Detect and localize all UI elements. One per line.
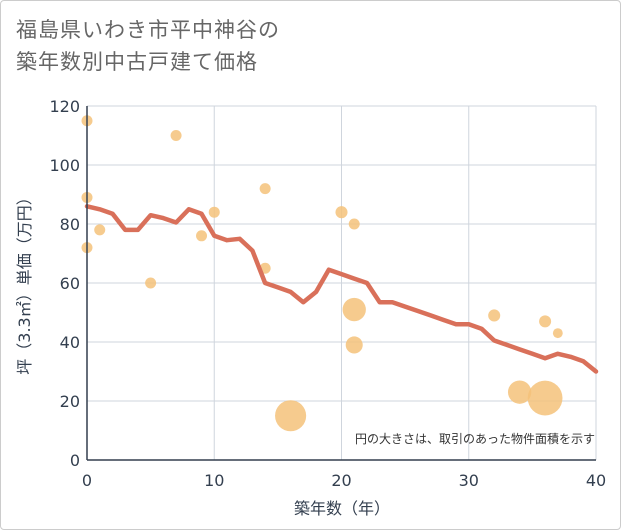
y-tick-label: 60: [60, 274, 80, 293]
bubble-size-note: 円の大きさは、取引のあった物件面積を示す: [355, 431, 595, 446]
chart-title-line-2: 築年数別中古戸建て価格: [16, 50, 258, 74]
data-bubble: [348, 218, 360, 230]
data-bubble: [196, 230, 208, 242]
data-bubble: [335, 206, 348, 219]
bubble-series: [81, 115, 563, 432]
data-bubble: [539, 315, 552, 328]
y-tick-label: 0: [70, 451, 80, 470]
data-bubble: [208, 206, 220, 218]
y-tick-label: 120: [49, 97, 80, 116]
data-bubble: [552, 328, 563, 339]
data-bubble: [527, 380, 563, 416]
y-tick-label: 40: [60, 333, 80, 352]
data-bubble: [275, 400, 307, 432]
data-bubble: [345, 336, 363, 354]
axes: 0 10 20 30 40 0 20 40 60 80 100 120: [49, 97, 606, 490]
x-axis-label: 築年数（年）: [294, 499, 390, 518]
data-bubble: [170, 130, 182, 141]
x-tick-label: 20: [331, 471, 351, 490]
gridlines: [86, 105, 597, 461]
x-tick-label: 30: [459, 471, 479, 490]
trend-line-series: [84, 204, 599, 374]
chart-title: 福島県いわき市平中神谷の 築年数別中古戸建て価格: [16, 14, 280, 78]
data-bubble: [488, 309, 501, 322]
x-tick-label: 40: [586, 471, 606, 490]
y-tick-label: 100: [49, 156, 80, 175]
y-tick-label: 20: [60, 392, 80, 411]
y-axis-label: 坪（3.3㎡）単価（万円）: [15, 189, 34, 374]
trend-line: [84, 204, 599, 374]
data-bubble: [342, 297, 366, 322]
x-tick-label: 0: [82, 471, 92, 490]
data-bubble: [507, 380, 532, 404]
chart-title-line-1: 福島県いわき市平中神谷の: [16, 18, 280, 42]
data-bubble: [259, 183, 271, 195]
x-tick-label: 10: [204, 471, 224, 490]
data-bubble: [94, 224, 106, 236]
data-bubble: [145, 277, 157, 289]
y-tick-label: 80: [60, 215, 80, 234]
